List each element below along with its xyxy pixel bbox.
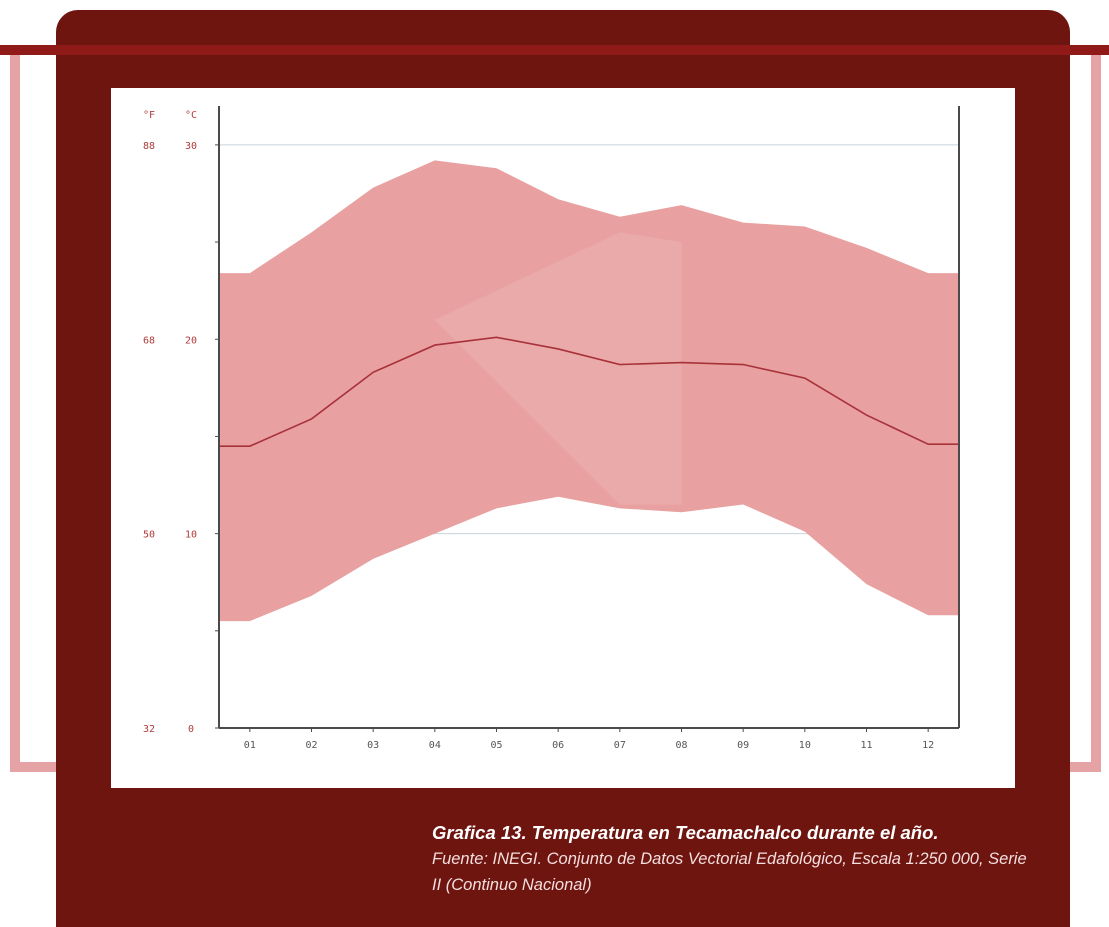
y-tick-label-f: 88	[143, 141, 155, 152]
y-unit-celsius: °C	[185, 110, 197, 121]
y-tick-label-c: 10	[185, 530, 197, 541]
temperature-chart: 01 02 03 04 05 06 07 08 09 10 11 12 °F °C 30 88 20 68 10 50…	[143, 106, 960, 751]
band-highlight	[619, 232, 682, 505]
x-tick-label-02: 02	[305, 740, 317, 751]
x-tick-label-12: 12	[922, 740, 934, 751]
x-tick-label-10: 10	[799, 740, 811, 751]
chart-panel: 01 02 03 04 05 06 07 08 09 10 11 12 °F °C 30 88 20 68 10 50…	[111, 88, 1015, 788]
y-tick-label-f: 50	[143, 530, 155, 541]
x-tick-label-04: 04	[429, 740, 441, 751]
caption-source: Fuente: INEGI. Conjunto de Datos Vectori…	[432, 850, 1027, 894]
x-tick-label-07: 07	[614, 740, 626, 751]
mean-temperature-line	[219, 336, 959, 447]
x-tick-label-05: 05	[490, 740, 502, 751]
y-tick-label-c: 0	[188, 724, 194, 735]
y-tick-label-f: 32	[143, 724, 155, 735]
y-unit-fahrenheit: °F	[143, 110, 155, 121]
band-highlight	[434, 232, 620, 505]
x-tick-label-09: 09	[737, 740, 749, 751]
caption-title: Grafica 13. Temperatura en Tecamachalco …	[432, 822, 939, 843]
x-tick-label-06: 06	[552, 740, 564, 751]
y-tick-label-c: 30	[185, 141, 197, 152]
x-tick-label-11: 11	[860, 740, 872, 751]
x-tick-label-01: 01	[244, 740, 256, 751]
x-tick-label-08: 08	[675, 740, 687, 751]
x-tick-label-03: 03	[367, 740, 379, 751]
temperature-range-band	[219, 160, 959, 622]
figure-caption: Grafica 13. Temperatura en Tecamachalco …	[432, 820, 1032, 898]
accent-band	[0, 45, 1109, 55]
y-tick-label-f: 68	[143, 335, 155, 346]
y-tick-label-c: 20	[185, 335, 197, 346]
